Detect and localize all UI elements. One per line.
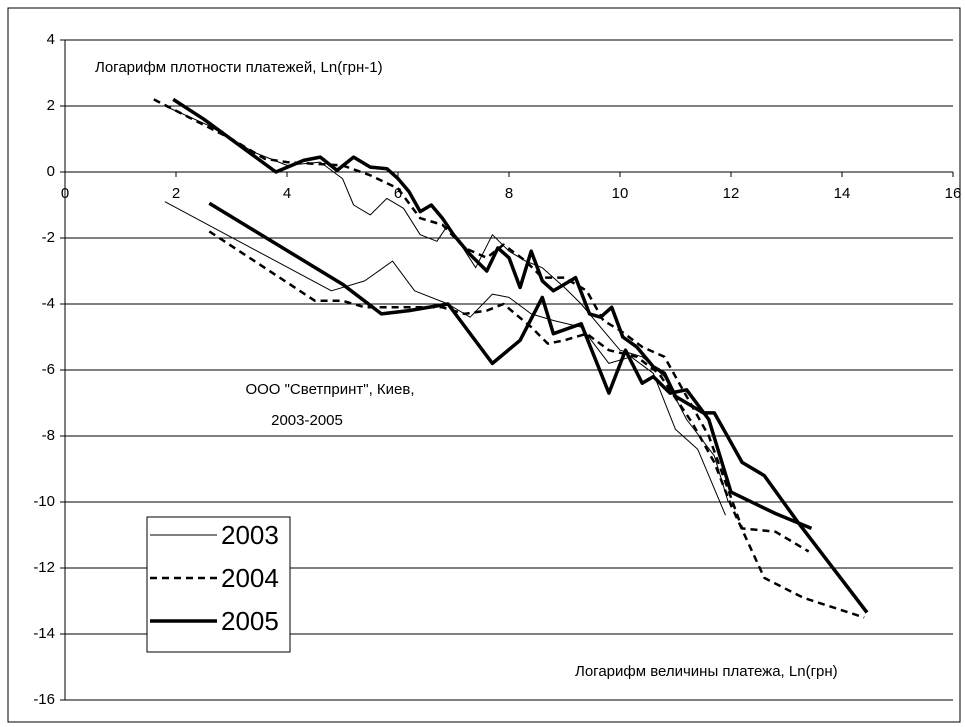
x-tick-label: 2 bbox=[172, 185, 180, 202]
legend-label: 2005 bbox=[221, 606, 279, 636]
legend-label: 2003 bbox=[221, 520, 279, 550]
y-axis-label: Логарифм плотности платежей, Ln(грн-1) bbox=[95, 59, 383, 76]
x-axis-label: Логарифм величины платежа, Ln(грн) bbox=[575, 663, 838, 680]
x-tick-label: 12 bbox=[723, 185, 740, 202]
y-tick-label: 0 bbox=[47, 163, 55, 180]
x-tick-label: 16 bbox=[945, 185, 962, 202]
y-tick-label: 2 bbox=[47, 97, 55, 114]
x-tick-label: 4 bbox=[283, 185, 291, 202]
series-line bbox=[172, 97, 869, 614]
x-tick-label: 10 bbox=[612, 185, 629, 202]
x-tick-label: 0 bbox=[61, 185, 69, 202]
y-tick-label: -2 bbox=[42, 229, 55, 246]
y-tick-label: -14 bbox=[33, 625, 55, 642]
y-tick-label: -16 bbox=[33, 691, 55, 708]
x-tick-label: 14 bbox=[834, 185, 851, 202]
y-tick-label: -4 bbox=[42, 295, 55, 312]
x-tick-label: 6 bbox=[394, 185, 402, 202]
legend-box bbox=[146, 516, 291, 653]
annotation: ООО "Светпринт", Киев, bbox=[245, 381, 414, 398]
y-tick-label: 4 bbox=[47, 31, 55, 48]
y-tick-label: -12 bbox=[33, 559, 55, 576]
y-tick-label: -10 bbox=[33, 493, 55, 510]
legend-label: 2004 bbox=[221, 563, 279, 593]
y-tick-label: -8 bbox=[42, 427, 55, 444]
y-tick-label: -6 bbox=[42, 361, 55, 378]
x-tick-label: 8 bbox=[505, 185, 513, 202]
annotation: 2003-2005 bbox=[271, 412, 343, 429]
